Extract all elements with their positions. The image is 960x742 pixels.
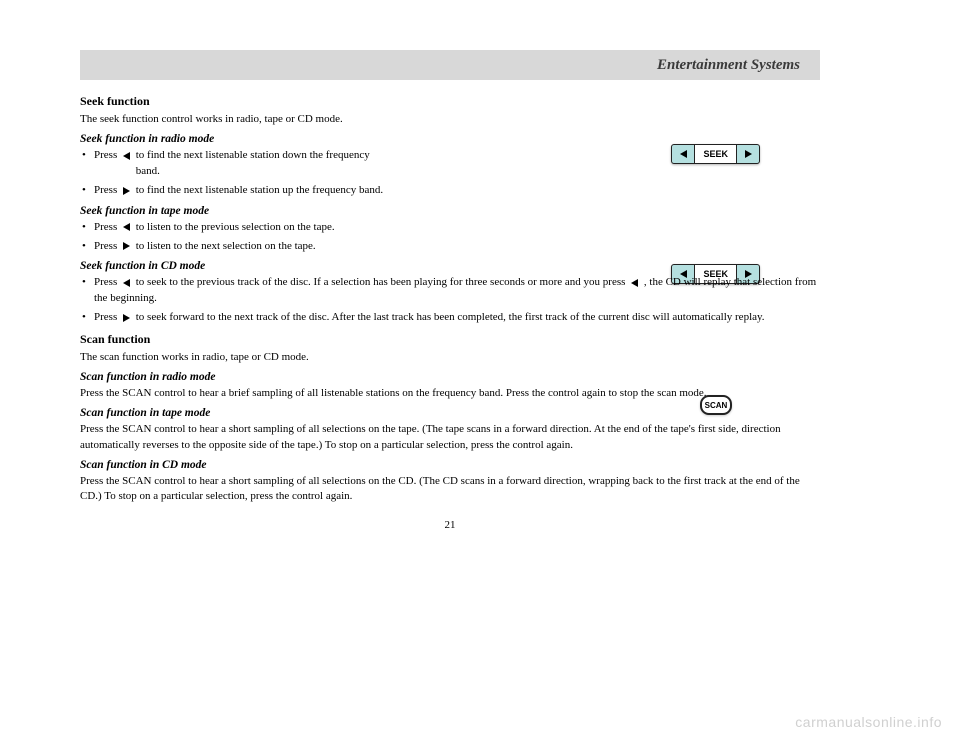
right-arrow-icon [123,242,130,250]
header-title: Entertainment Systems [657,57,800,74]
scan-button-label: SCAN [700,395,732,415]
scan-intro: The scan function works in radio, tape o… [80,350,310,365]
text: to seek forward to the next track of the… [136,311,765,323]
list-item: Press to seek to the previous track of t… [80,275,820,306]
scan-button-graphic: SCAN [700,395,732,415]
seek-tape-list: Press to listen to the previous selectio… [80,220,820,255]
list-item: Press to seek forward to the next track … [80,310,820,325]
scan-section: Scan function The scan function works in… [80,332,820,505]
seek-section: Seek function The seek function control … [80,94,820,326]
text: to find the next listenable station down… [136,148,386,179]
list-item: Press to listen to the previous selectio… [80,220,820,235]
text: to listen to the next selection on the t… [136,240,316,252]
text: Press [94,184,117,196]
left-arrow-icon [631,279,638,287]
left-arrow-icon [123,152,130,160]
page-container: Entertainment Systems SEEK SEEK SCAN See… [0,0,960,551]
text: Press [94,221,117,233]
seek-tape-heading: Seek function in tape mode [80,205,820,217]
header-bar: Entertainment Systems [80,50,820,80]
text: Press [94,240,117,252]
seek-intro: The seek function control works in radio… [80,112,820,127]
text: to seek to the previous track of the dis… [136,276,626,288]
scan-cd-text: Press the SCAN control to hear a short s… [80,474,820,505]
right-arrow-icon [123,314,130,322]
list-item: Press to find the next listenable statio… [80,148,820,179]
text: Press [94,311,117,323]
scan-cd-heading: Scan function in CD mode [80,459,820,471]
text: to find the next listenable station up t… [136,184,383,196]
left-arrow-icon [123,279,130,287]
scan-radio-heading: Scan function in radio mode [80,371,820,383]
seek-cd-list: Press to seek to the previous track of t… [80,275,820,325]
left-arrow-icon [123,223,130,231]
list-item: Press to find the next listenable statio… [80,183,820,198]
seek-radio-list: Press to find the next listenable statio… [80,148,820,198]
right-arrow-icon [123,187,130,195]
text: to listen to the previous selection on t… [136,221,335,233]
text: Press [94,149,117,161]
page-number: 21 [80,519,820,531]
seek-heading: Seek function [80,94,820,109]
list-item: Press to listen to the next selection on… [80,239,820,254]
watermark: carmanualsonline.info [795,714,942,730]
scan-tape-text: Press the SCAN control to hear a short s… [80,422,820,453]
scan-heading: Scan function [80,332,820,347]
text: Press [94,276,117,288]
